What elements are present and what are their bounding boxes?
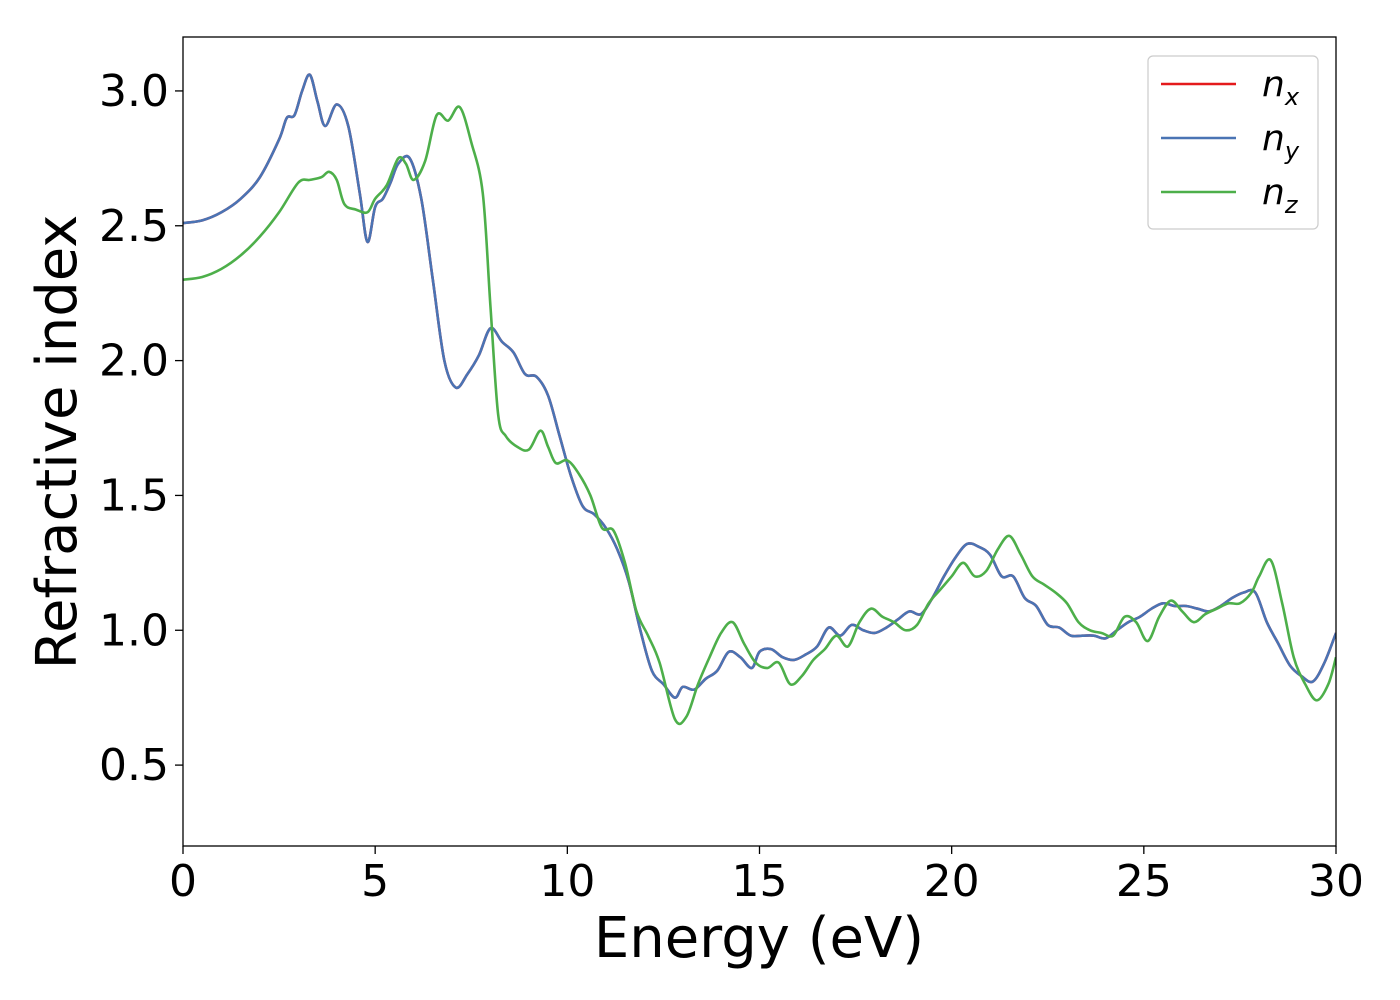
x-axis: 0 5 10 15 20 25 30: [169, 846, 1364, 907]
legend: nx ny nz: [1147, 55, 1319, 230]
y-tick-label: 1.0: [99, 605, 169, 656]
x-tick-label: 25: [1116, 856, 1172, 907]
x-tick-label: 0: [169, 856, 197, 907]
legend-label-n-y: ny: [1262, 118, 1300, 165]
series-line-n-y: [183, 73, 1336, 699]
y-axis: 0.5 1.0 1.5 2.0 2.5 3.0: [99, 66, 183, 791]
y-axis-label: Refractive index: [25, 215, 90, 670]
legend-box: [1147, 55, 1319, 230]
y-tick-label: 3.0: [99, 66, 169, 117]
x-tick-label: 10: [539, 856, 595, 907]
x-axis-label: Energy (eV): [594, 906, 924, 971]
x-tick-label: 30: [1308, 856, 1364, 907]
y-tick-label: 0.5: [99, 740, 169, 791]
y-tick-label: 2.0: [99, 336, 169, 387]
series-layer: [183, 73, 1336, 726]
x-tick-label: 15: [732, 856, 788, 907]
x-tick-label: 5: [361, 856, 389, 907]
series-line-n-z: [183, 105, 1336, 726]
y-tick-label: 1.5: [99, 470, 169, 521]
x-tick-label: 20: [924, 856, 980, 907]
legend-label-n-z: nz: [1262, 172, 1299, 219]
legend-label-n-x: nx: [1262, 64, 1300, 111]
y-tick-label: 2.5: [99, 201, 169, 252]
